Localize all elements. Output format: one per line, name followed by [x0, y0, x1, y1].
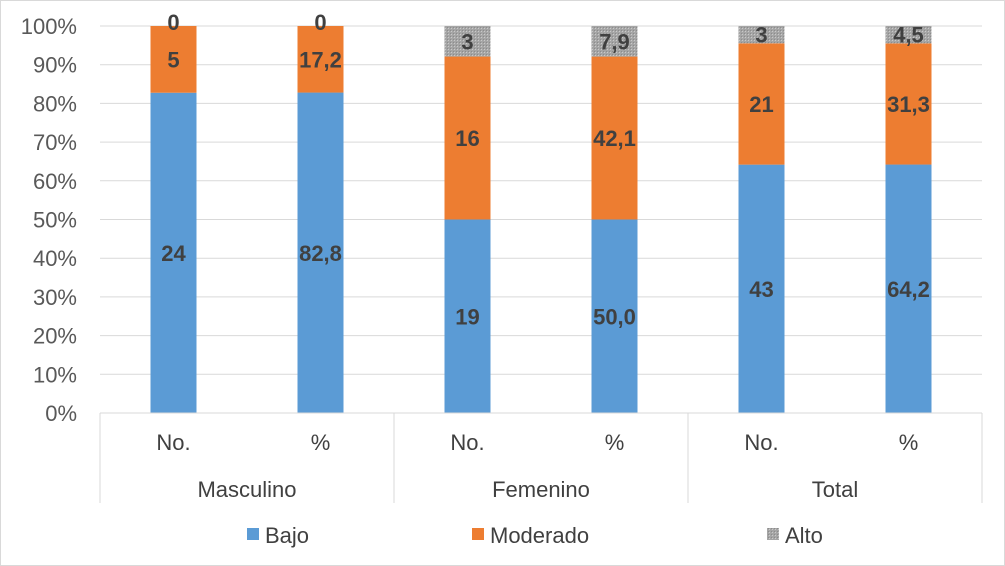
category-axis: No.% No.% No. % Masculino Femenino Total — [99, 412, 983, 503]
y-tick-label: 60% — [33, 169, 77, 194]
data-label: 42,1 — [593, 126, 636, 151]
bars — [150, 26, 932, 414]
y-tick-label: 70% — [33, 130, 77, 155]
subcategory-label: % — [899, 430, 919, 455]
y-tick-label: 30% — [33, 285, 77, 310]
data-label: 5 — [167, 47, 179, 72]
data-label: 31,3 — [887, 92, 930, 117]
data-label: 19 — [455, 304, 479, 329]
subcategory-label: No. — [156, 430, 190, 455]
data-label: 7,9 — [599, 29, 630, 54]
bar-segment-bajo — [591, 219, 638, 413]
data-label: 82,8 — [299, 241, 342, 266]
data-label: 17,2 — [299, 47, 342, 72]
gridlines — [100, 25, 982, 375]
data-label: 50,0 — [593, 304, 636, 329]
bar-segment-alto — [591, 26, 638, 57]
subcategory-label: No. — [450, 430, 484, 455]
legend: Bajo Moderado Alto — [247, 523, 823, 548]
bar-segment-bajo — [444, 219, 491, 413]
y-tick-label: 40% — [33, 246, 77, 271]
legend-label: Moderado — [490, 523, 589, 548]
subcategory-label: % — [605, 430, 625, 455]
subcategory-label: % — [311, 430, 331, 455]
bar-segment-moderado — [444, 56, 491, 220]
data-label: 4,5 — [893, 23, 924, 48]
data-label: 21 — [749, 92, 773, 117]
group-label: Masculino — [197, 477, 296, 502]
bar-segment-bajo — [738, 164, 785, 413]
bar-segment-moderado — [150, 26, 197, 93]
bar-segment-moderado — [591, 56, 638, 220]
bar-segment-moderado — [297, 26, 344, 93]
bar-segment-moderado — [885, 43, 932, 165]
bar-segment-bajo — [297, 92, 344, 414]
bar-segment-alto — [444, 26, 491, 57]
bar-segment-alto — [885, 26, 932, 44]
data-label: 64,2 — [887, 277, 930, 302]
data-labels: 24 5 0 82,8 17,2 0 19 16 3 50,0 42,1 7,9 43 21 3 64,2 31… — [161, 10, 930, 329]
bar-segment-bajo — [885, 164, 932, 413]
y-tick-label: 50% — [33, 208, 77, 233]
data-label: 0 — [167, 10, 179, 35]
legend-swatch-bajo — [247, 528, 259, 540]
y-tick-label: 0% — [45, 401, 77, 426]
data-label: 3 — [755, 23, 767, 48]
bar-segment-bajo — [150, 92, 197, 414]
y-tick-label: 10% — [33, 362, 77, 387]
y-tick-label: 90% — [33, 53, 77, 78]
y-axis-tick-labels: 0% 10% 20% 30% 40% 50% 60% 70% 80% 90% 100% — [21, 14, 77, 426]
group-label: Total — [812, 477, 858, 502]
data-label: 3 — [461, 29, 473, 54]
data-label: 0 — [314, 10, 326, 35]
legend-label: Bajo — [265, 523, 309, 548]
legend-label: Alto — [785, 523, 823, 548]
legend-swatch-alto — [767, 528, 779, 540]
y-tick-label: 100% — [21, 14, 77, 39]
bar-segment-moderado — [738, 43, 785, 165]
y-tick-label: 80% — [33, 91, 77, 116]
y-tick-label: 20% — [33, 324, 77, 349]
data-label: 16 — [455, 126, 479, 151]
data-label: 43 — [749, 277, 773, 302]
group-label: Femenino — [492, 477, 590, 502]
subcategory-label: No. — [744, 430, 778, 455]
legend-swatch-moderado — [472, 528, 484, 540]
data-label: 24 — [161, 241, 186, 266]
bar-segment-alto — [738, 26, 785, 44]
